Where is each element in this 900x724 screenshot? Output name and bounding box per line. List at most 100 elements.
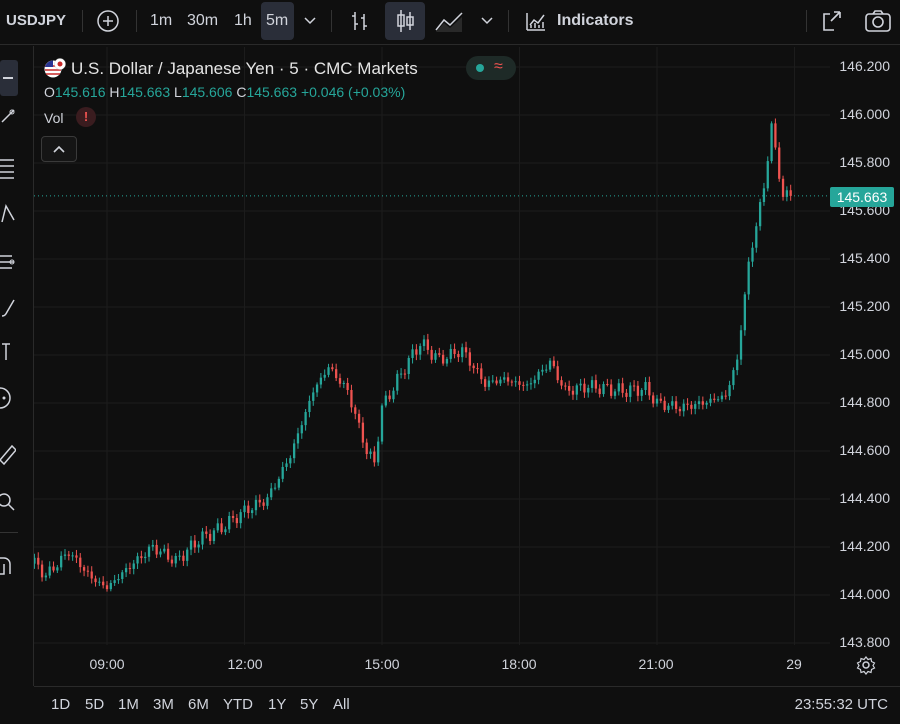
time-label: 12:00 <box>227 656 263 672</box>
candle-body <box>728 385 731 397</box>
candle-body <box>300 425 303 434</box>
symbol-label[interactable]: USDJPY <box>6 12 67 29</box>
candle-body <box>186 549 189 561</box>
candle-body <box>399 373 403 375</box>
price-label: 145.800 <box>839 154 890 170</box>
price-axis[interactable]: 146.200 146.000 145.800 145.600 145.400 145.2… <box>830 47 900 650</box>
candle-body <box>90 571 93 579</box>
toolbar-divider <box>508 10 509 32</box>
fib-retracement-icon[interactable] <box>0 156 16 180</box>
warning-icon[interactable]: ! <box>76 107 96 127</box>
candle-body <box>713 398 716 400</box>
candles-icon <box>397 10 414 32</box>
collapse-legend-button[interactable] <box>41 136 77 162</box>
candle-body <box>579 383 582 386</box>
pattern-icon[interactable] <box>0 202 16 224</box>
candle-body <box>548 360 552 370</box>
open-label: O <box>44 84 55 100</box>
volume-label[interactable]: Vol <box>44 110 64 126</box>
candle-body <box>686 403 689 405</box>
icon-tool-icon[interactable] <box>0 386 14 410</box>
range-5d-button[interactable]: 5D <box>85 696 105 713</box>
price-label: 144.600 <box>839 442 890 458</box>
settings-gear-icon[interactable] <box>856 655 876 675</box>
candle-body <box>663 400 666 410</box>
drawing-toolbar <box>0 46 22 646</box>
candle-body <box>518 381 521 385</box>
candle-body <box>216 523 219 531</box>
indicators-button[interactable]: Indicators <box>557 12 634 29</box>
candle-body <box>671 401 674 406</box>
candle-body <box>736 359 739 371</box>
brush-icon[interactable] <box>0 296 16 318</box>
candle-body <box>354 407 357 414</box>
interval-1h[interactable]: 1h <box>234 12 252 29</box>
market-status-pill[interactable]: ≈ <box>466 56 516 80</box>
market-open-icon <box>476 64 484 72</box>
candle-body <box>659 398 662 401</box>
candle-body <box>716 399 720 401</box>
range-6m-button[interactable]: 6M <box>188 696 209 713</box>
candle-body <box>258 499 261 503</box>
candle-body <box>640 390 643 396</box>
chevron-down-icon[interactable] <box>480 15 494 27</box>
crosshair-icon <box>3 77 13 79</box>
candle-body <box>434 353 437 360</box>
candle-body <box>113 580 116 583</box>
camera-icon[interactable] <box>864 8 892 34</box>
candle-body <box>766 161 769 189</box>
candle-body <box>388 395 391 400</box>
candles-button[interactable] <box>385 2 425 40</box>
candle-body <box>682 403 685 412</box>
utc-clock[interactable]: 23:55:32 UTC <box>794 696 888 713</box>
time-label: 09:00 <box>89 656 125 672</box>
range-1y-button[interactable]: 1Y <box>268 696 287 713</box>
range-all-button[interactable]: All <box>333 696 350 713</box>
candle-body <box>247 505 250 514</box>
interval-30m[interactable]: 30m <box>187 12 219 29</box>
candle-body <box>529 383 533 385</box>
ruler-icon[interactable] <box>0 442 16 466</box>
interval-1m[interactable]: 1m <box>150 12 173 29</box>
range-3m-button[interactable]: 3M <box>153 696 174 713</box>
candle-body <box>273 487 277 489</box>
chevron-down-icon[interactable] <box>303 15 317 27</box>
toolbar-divider <box>82 10 83 32</box>
range-1m-button[interactable]: 1M <box>118 696 139 713</box>
area-chart-icon[interactable] <box>434 8 464 34</box>
candle-body <box>709 398 712 403</box>
interval-5m-label: 5m <box>266 12 289 29</box>
price-chart[interactable] <box>34 47 830 645</box>
range-ytd-button[interactable]: YTD <box>223 696 253 713</box>
magnet-icon[interactable] <box>0 554 14 578</box>
candle-body <box>461 347 464 358</box>
zoom-icon[interactable] <box>0 490 16 514</box>
candle-body <box>445 358 449 364</box>
candle-body <box>430 349 433 360</box>
candle-body <box>568 386 571 391</box>
fullscreen-icon[interactable] <box>820 8 846 34</box>
candle-body <box>231 516 235 519</box>
candle-body <box>690 404 693 409</box>
bar-chart-icon[interactable] <box>348 9 372 33</box>
candle-body <box>598 388 601 395</box>
range-1d-button[interactable]: 1D <box>51 696 71 713</box>
candle-body <box>724 395 727 397</box>
range-5y-button[interactable]: 5Y <box>300 696 319 713</box>
interval-5m-button[interactable]: 5m <box>261 2 294 40</box>
indicators-icon[interactable] <box>524 9 548 33</box>
candle-body <box>308 400 311 413</box>
prediction-icon[interactable] <box>0 250 16 272</box>
candle-body <box>678 408 682 412</box>
candle-body <box>396 373 399 391</box>
candle-body <box>403 373 407 375</box>
candle-body <box>457 353 460 358</box>
candle-body <box>132 563 135 569</box>
candle-body <box>781 178 785 197</box>
cursor-tool-button[interactable] <box>0 60 18 96</box>
text-tool-icon[interactable] <box>0 342 14 362</box>
trendline-icon[interactable] <box>0 108 16 124</box>
candle-body <box>464 347 468 353</box>
compare-add-icon[interactable] <box>96 9 120 33</box>
candle-body <box>109 582 112 590</box>
